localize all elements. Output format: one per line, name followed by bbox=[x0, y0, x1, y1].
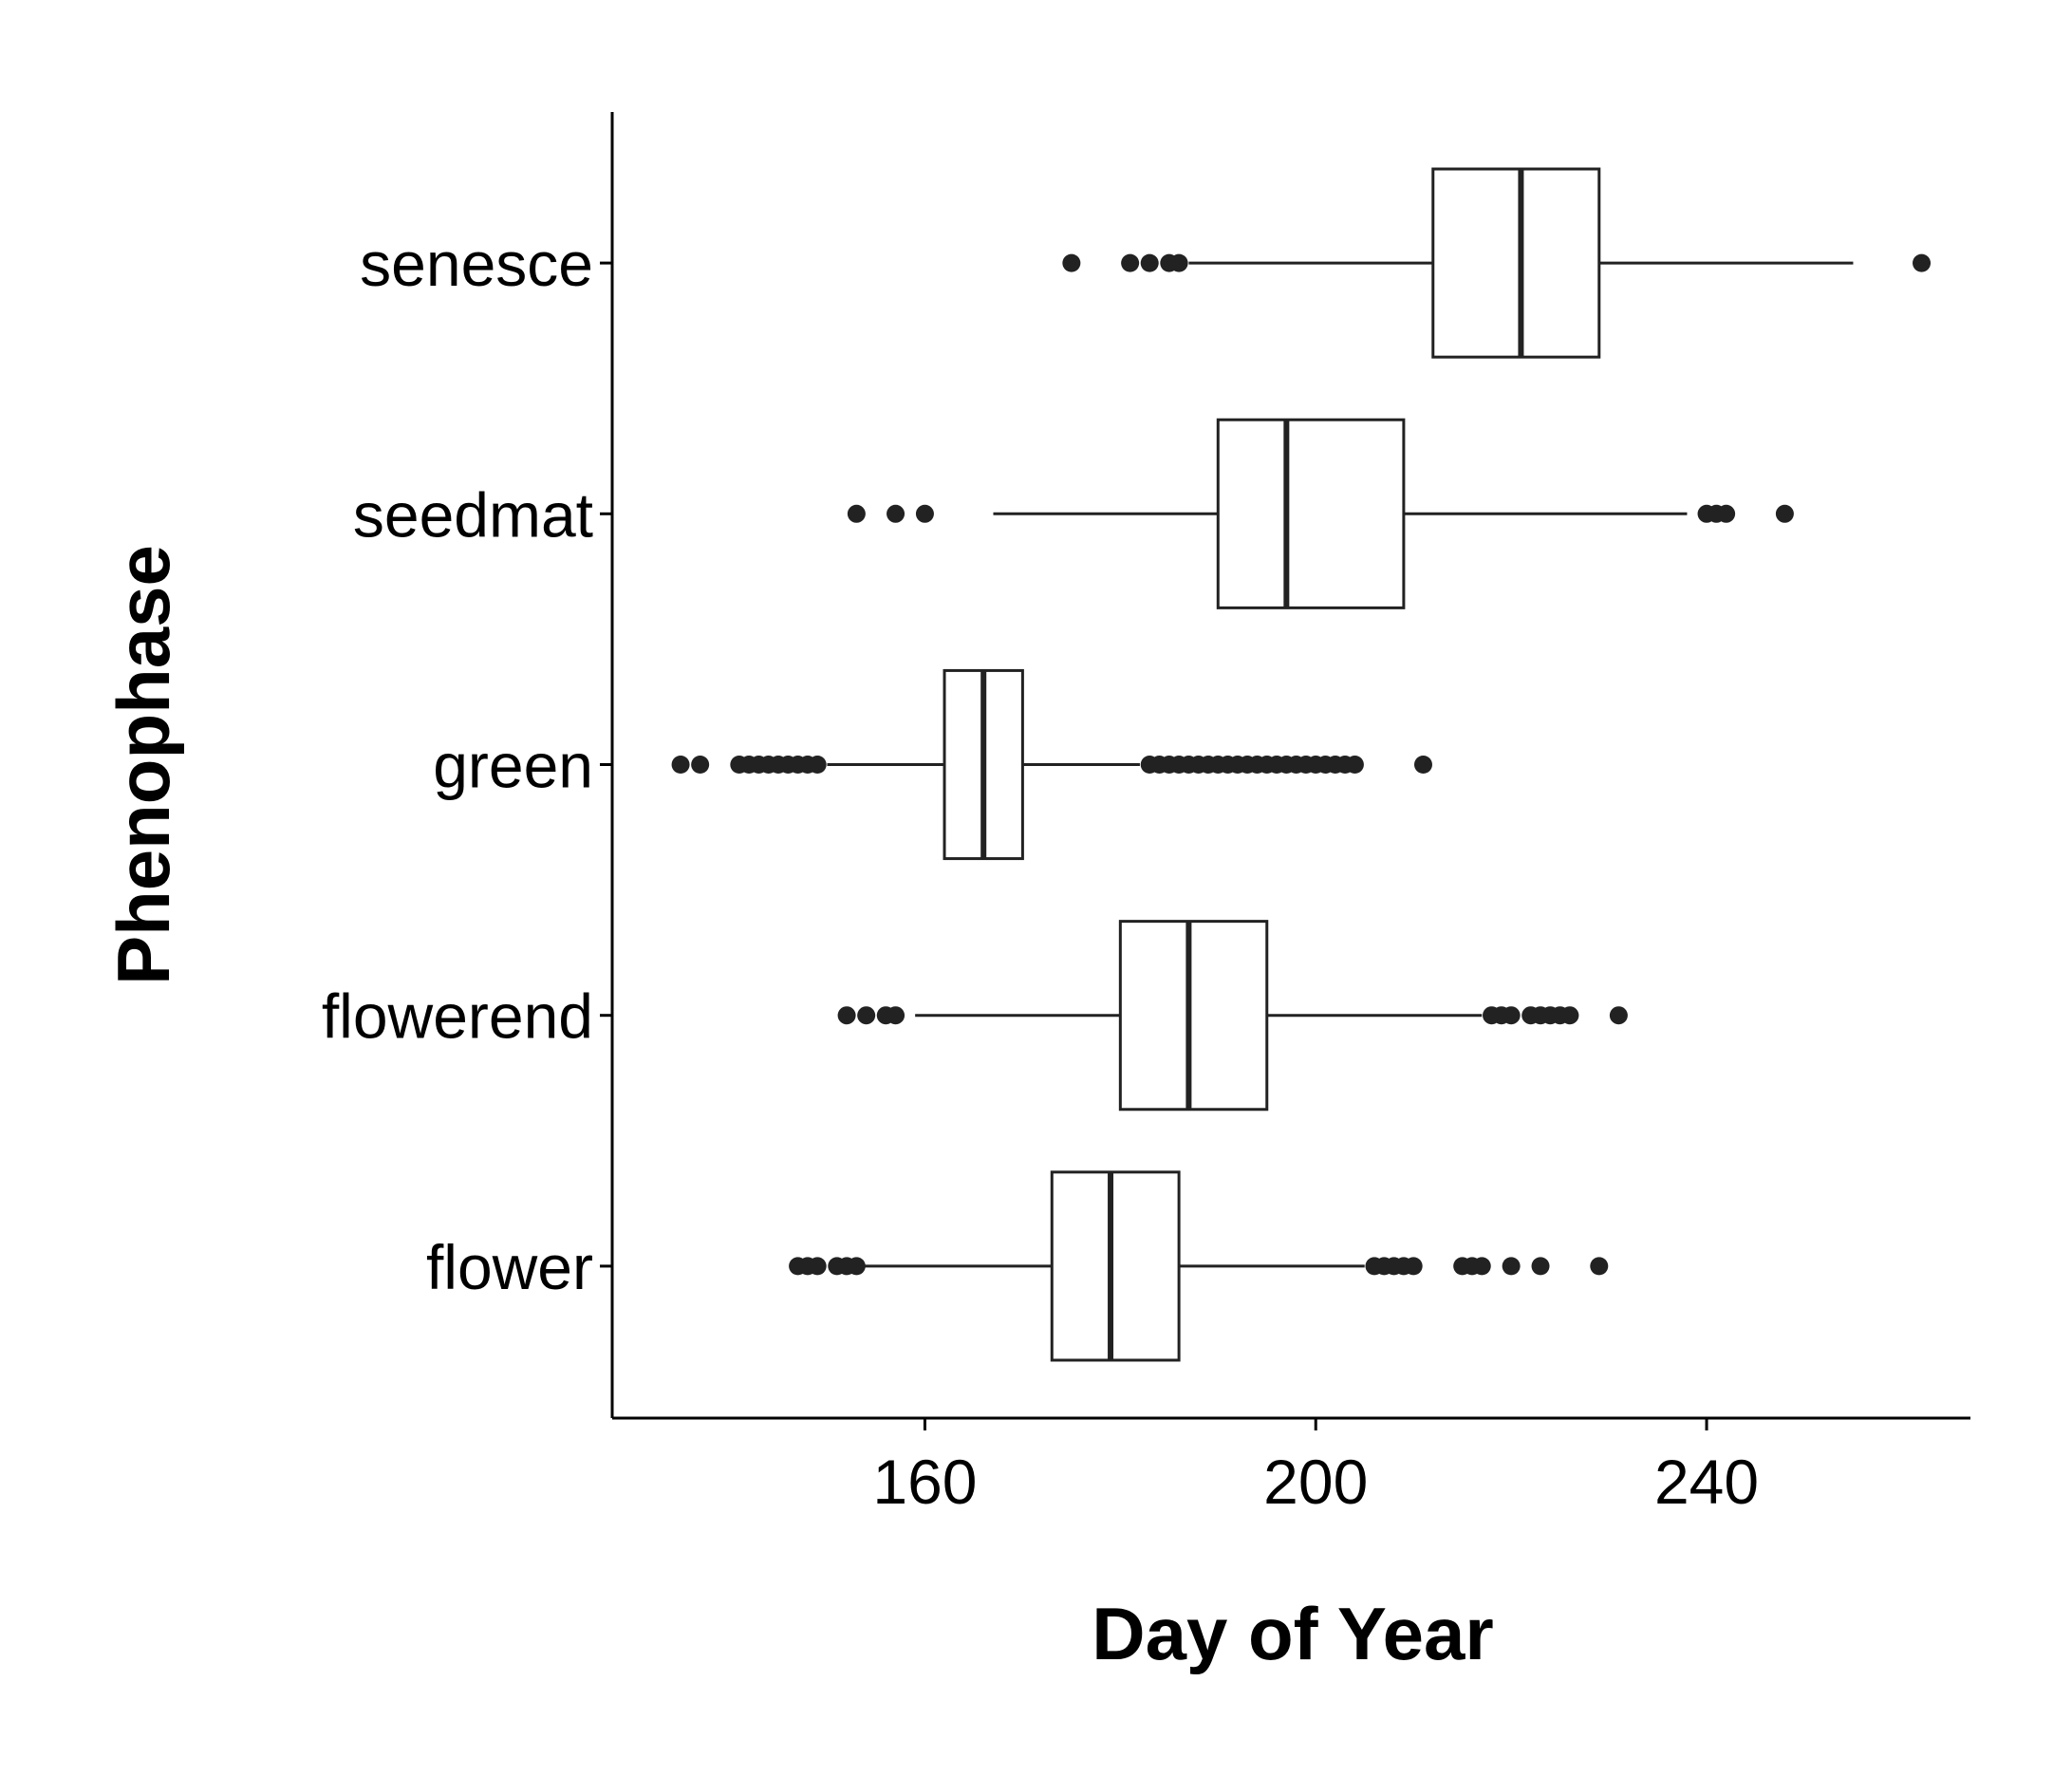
y-tick-label-seedmat: seedmat bbox=[353, 479, 593, 550]
outlier-point bbox=[808, 756, 827, 774]
box-group-seedmat bbox=[847, 418, 1794, 609]
outlier-point bbox=[1560, 1006, 1579, 1025]
box-seedmat bbox=[1216, 418, 1406, 609]
x-tick-label: 200 bbox=[1263, 1447, 1368, 1517]
outlier-point bbox=[1913, 253, 1932, 272]
outlier-point bbox=[847, 1257, 866, 1276]
outlier-point bbox=[915, 504, 934, 523]
y-tick-label-senesce: senesce bbox=[360, 229, 593, 299]
outlier-point bbox=[1502, 1006, 1521, 1025]
outlier-point bbox=[1404, 1257, 1423, 1276]
box-senesce bbox=[1431, 167, 1601, 359]
y-tick-label-flowerend: flowerend bbox=[322, 981, 593, 1052]
outlier-point bbox=[1121, 253, 1140, 272]
outlier-point bbox=[1590, 1257, 1609, 1276]
outlier-point bbox=[887, 1006, 905, 1025]
outlier-point bbox=[1472, 1257, 1491, 1276]
outlier-point bbox=[847, 504, 866, 523]
outlier-point bbox=[1169, 253, 1188, 272]
x-tick-label: 160 bbox=[872, 1447, 977, 1517]
box-group-senesce bbox=[1062, 167, 1932, 359]
box-flower bbox=[1050, 1170, 1181, 1362]
outlier-point bbox=[857, 1006, 876, 1025]
outlier-point bbox=[691, 756, 710, 774]
box-group-flower bbox=[789, 1170, 1609, 1362]
y-axis-title: Phenophase bbox=[102, 545, 185, 985]
outlier-point bbox=[671, 756, 690, 774]
outlier-point bbox=[1140, 253, 1159, 272]
outlier-point bbox=[1062, 253, 1081, 272]
outlier-point bbox=[1609, 1006, 1628, 1025]
y-tick-label-green: green bbox=[433, 731, 593, 801]
outlier-point bbox=[887, 504, 905, 523]
outlier-point bbox=[1345, 756, 1364, 774]
x-tick-label: 240 bbox=[1654, 1447, 1759, 1517]
outlier-point bbox=[1531, 1257, 1550, 1276]
box-group-green bbox=[671, 668, 1432, 861]
outlier-point bbox=[808, 1257, 827, 1276]
x-axis-title: Day of Year bbox=[1092, 1592, 1493, 1675]
plot-area bbox=[671, 167, 1932, 1362]
y-axis-ticks: flower flowerend green seedmat senesce bbox=[322, 229, 612, 1302]
box-group-flowerend bbox=[837, 920, 1628, 1112]
outlier-point bbox=[1413, 756, 1432, 774]
outlier-point bbox=[1775, 504, 1794, 523]
outlier-point bbox=[1502, 1257, 1521, 1276]
y-tick-label-flower: flower bbox=[426, 1232, 593, 1302]
box-flowerend bbox=[1118, 920, 1269, 1112]
outlier-point bbox=[1717, 504, 1736, 523]
outlier-point bbox=[837, 1006, 856, 1025]
x-axis-ticks: 160 200 240 bbox=[872, 1418, 1759, 1517]
